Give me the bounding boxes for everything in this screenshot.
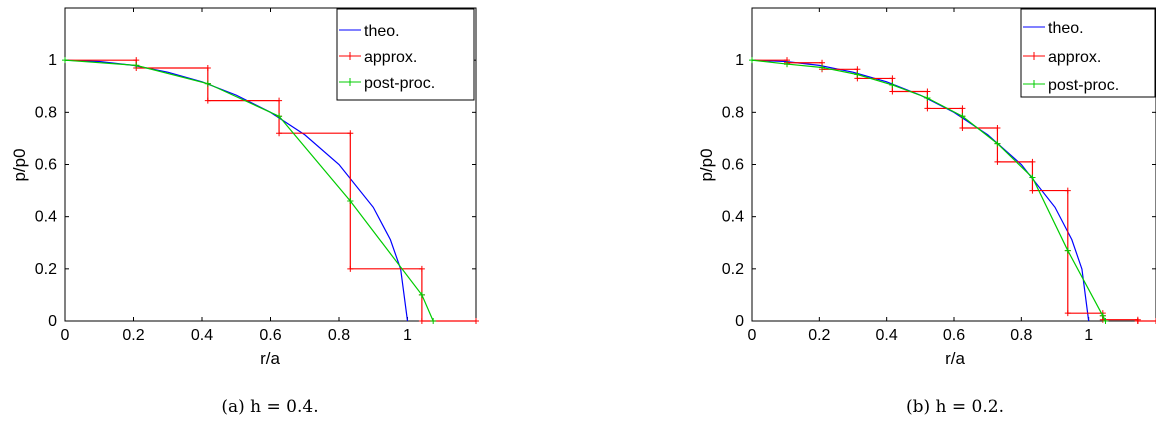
x-axis-label: r/a xyxy=(260,349,280,368)
chart-panel-a: 0 0.2 0.4 0.6 0.8 1 0 0.2 0.4 0.6 0.8 1 r/a p/p0 th… xyxy=(10,7,479,368)
point-marker-approx xyxy=(924,105,931,112)
point-marker-approx xyxy=(889,88,896,95)
y-tick-label: 0.2 xyxy=(35,261,57,278)
legend: theo. approx. post-proc. xyxy=(336,8,475,101)
point-marker-post-proc xyxy=(1099,312,1106,319)
point-marker-approx xyxy=(1029,158,1036,165)
y-tick-label: 0.8 xyxy=(35,104,57,121)
point-marker-post-proc xyxy=(1102,318,1109,324)
y-tick-label: 0.8 xyxy=(722,104,744,121)
point-marker-post-proc xyxy=(819,64,826,71)
legend-label-theo: theo. xyxy=(1048,20,1084,37)
series-line-post-proc xyxy=(751,59,1107,322)
legend-label-approx: approx. xyxy=(364,49,417,66)
legend-box xyxy=(1020,8,1156,98)
point-marker-approx xyxy=(418,318,425,324)
x-tick-label: 0.2 xyxy=(808,327,830,344)
x-tick-label: 0.2 xyxy=(122,327,144,344)
point-marker-post-proc xyxy=(854,71,861,78)
point-marker-approx xyxy=(889,75,896,82)
point-marker-post-proc xyxy=(924,94,931,101)
point-marker-post-proc xyxy=(418,291,425,298)
y-axis-label: p/p0 xyxy=(697,148,716,181)
x-tick-label: 0.4 xyxy=(191,327,213,344)
point-marker-approx xyxy=(1029,187,1036,194)
y-tick-label: 0.4 xyxy=(35,209,57,226)
point-marker-approx xyxy=(1134,318,1141,324)
caption-b: (b) h = 0.2. xyxy=(906,397,1004,417)
point-marker-post-proc xyxy=(430,318,437,324)
legend-label-postproc: post-proc. xyxy=(364,75,435,92)
x-tick-label: 0 xyxy=(748,327,757,344)
x-tick-label: 0.4 xyxy=(876,327,898,344)
x-axis-label: r/a xyxy=(945,349,965,368)
x-tick-label: 0.6 xyxy=(259,327,281,344)
point-marker-approx xyxy=(994,158,1001,165)
x-tick-label: 1 xyxy=(403,327,412,344)
point-marker-approx xyxy=(473,318,479,324)
point-marker-post-proc xyxy=(1064,247,1071,254)
point-marker-post-proc xyxy=(959,113,966,120)
legend: theo. approx. post-proc. xyxy=(1020,8,1156,98)
point-marker-approx xyxy=(347,130,354,137)
point-marker-post-proc xyxy=(784,61,791,68)
y-tick-label: 0.6 xyxy=(722,157,744,174)
point-marker-approx xyxy=(133,57,140,64)
point-marker-approx xyxy=(276,97,283,104)
point-marker-post-proc xyxy=(889,81,896,88)
legend-label-postproc: post-proc. xyxy=(1048,77,1119,94)
y-tick-label: 1 xyxy=(735,52,744,69)
y-tick-label: 0 xyxy=(735,313,744,330)
x-tick-label: 0 xyxy=(61,327,70,344)
caption-a: (a) h = 0.4. xyxy=(221,397,318,417)
x-tick-label: 1 xyxy=(1084,327,1093,344)
point-marker-approx xyxy=(854,66,861,73)
point-marker-post-proc xyxy=(994,140,1001,147)
y-tick-label: 0.2 xyxy=(722,261,744,278)
legend-box xyxy=(336,8,475,101)
point-marker-approx xyxy=(347,265,354,272)
point-marker-approx xyxy=(959,124,966,131)
y-axis-label: p/p0 xyxy=(10,148,29,181)
y-tick-label: 0 xyxy=(48,313,57,330)
point-marker-approx xyxy=(276,130,283,137)
point-marker-post-proc xyxy=(62,57,68,64)
legend-label-theo: theo. xyxy=(364,23,400,40)
point-marker-approx xyxy=(204,64,211,71)
y-tick-label: 0.4 xyxy=(722,209,744,226)
x-tick-label: 0.6 xyxy=(943,327,965,344)
series-line-approx xyxy=(752,59,1156,322)
x-tick-label: 0.8 xyxy=(1010,327,1032,344)
y-tick-label: 1 xyxy=(48,52,57,69)
point-marker-approx xyxy=(994,124,1001,131)
point-marker-approx xyxy=(418,265,425,272)
point-marker-post-proc xyxy=(133,62,140,69)
point-marker-post-proc xyxy=(347,198,354,205)
point-marker-approx xyxy=(1153,318,1156,324)
point-marker-approx xyxy=(1064,187,1071,194)
point-marker-approx xyxy=(204,97,211,104)
chart-panel-b: 0 0.2 0.4 0.6 0.8 1 0 0.2 0.4 0.6 0.8 1 r/a p/p0 th… xyxy=(697,7,1156,368)
point-marker-approx xyxy=(924,88,931,95)
point-marker-post-proc xyxy=(276,113,283,120)
point-marker-approx xyxy=(1064,310,1071,317)
x-tick-label: 0.8 xyxy=(328,327,350,344)
legend-label-approx: approx. xyxy=(1048,49,1101,66)
y-tick-label: 0.6 xyxy=(35,157,57,174)
point-marker-approx xyxy=(959,105,966,112)
point-marker-post-proc xyxy=(1029,174,1036,181)
point-marker-post-proc xyxy=(749,57,755,64)
point-marker-post-proc xyxy=(204,80,211,87)
